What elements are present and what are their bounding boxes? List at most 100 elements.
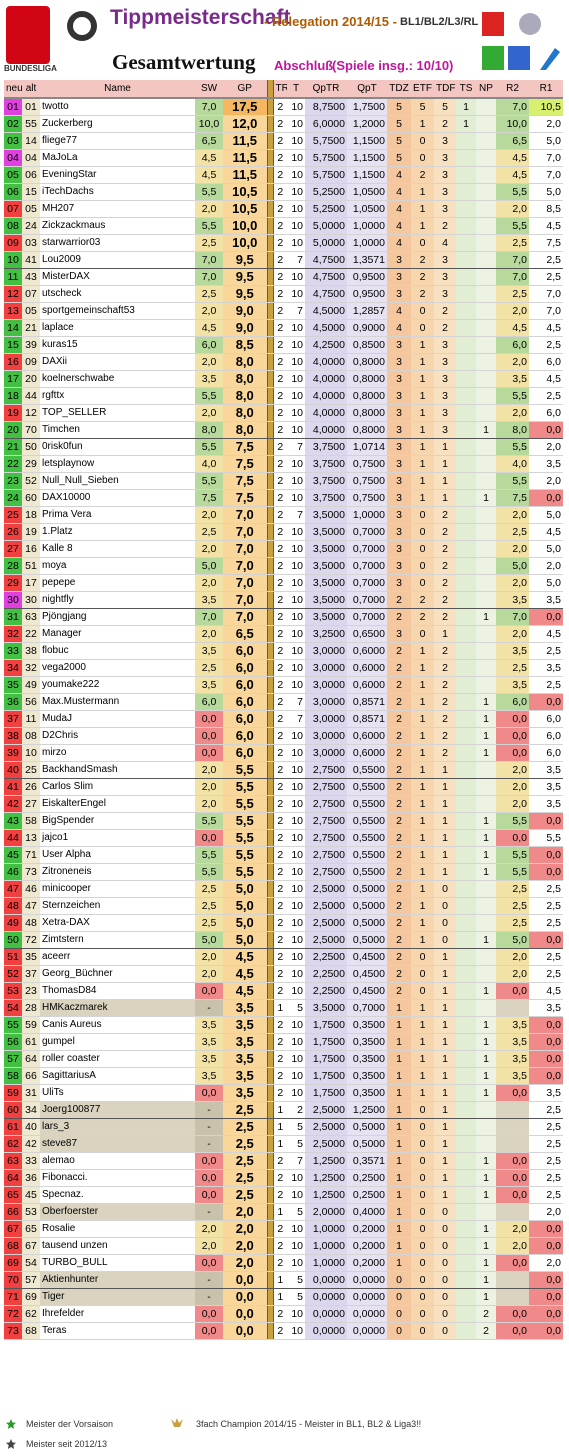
cell-neu: 64 [4,1169,22,1187]
team-icons [135,1033,195,1051]
cell-name: Georg_Büchner [40,965,135,983]
cell-alt: 59 [22,1016,40,1034]
cell-r2: 0,0 [496,982,529,1000]
team-icons [135,336,195,354]
cell-r2: 2,5 [496,659,529,677]
cell-neu: 33 [4,642,22,660]
cell-qpt: 0,7500 [347,472,387,490]
cell-gp: 6,5 [223,625,267,643]
separator [266,387,274,405]
cell-gp: 10,5 [223,183,267,201]
cell-ts [456,1288,476,1306]
table-row: 47 46 minicooper 2,5 5,0 2 10 2,5000 0,5000 2 1 0 2,… [4,880,563,898]
cell-np: 1 [476,710,496,728]
cell-r2: 5,5 [496,387,529,405]
cell-gp: 6,0 [223,744,267,762]
cell-sw: 0,0 [195,1152,223,1170]
cell-tdz: 2 [387,676,411,694]
cell-qpt: 0,8571 [347,710,387,728]
cell-name: fliege77 [40,132,135,150]
cell-r2: 3,5 [496,591,529,609]
cell-r1: 5,0 [529,132,563,150]
cell-tdf: 3 [434,166,456,184]
cell-np [476,115,496,133]
cell-gp: 7,0 [223,540,267,558]
cell-np: 1 [476,1254,496,1272]
cell-np [476,965,496,983]
cell-np [476,523,496,541]
cell-qptr: 2,7500 [305,812,347,830]
cell-r1: 0,0 [529,421,563,439]
cell-neu: 35 [4,676,22,694]
cell-name: twotto [40,98,135,116]
cell-etf: 1 [411,880,434,898]
table-row: 50 72 Zimtstern 5,0 5,0 2 10 2,5000 0,5000 2 1 0 1 5,… [4,931,563,949]
separator [266,1203,274,1221]
cell-tdf: 3 [434,200,456,218]
cell-neu: 03 [4,132,22,150]
cell-alt: 58 [22,812,40,830]
cell-qptr: 4,0000 [305,421,347,439]
cell-qptr: 1,7500 [305,1067,347,1085]
cell-tdz: 1 [387,1050,411,1068]
status: Abschluß [274,58,334,73]
table-row: 31 63 Pjöngjang 7,0 7,0 2 10 3,5000 0,7000 2 2 2 1 7,… [4,608,563,626]
cell-tdf: 2 [434,608,456,626]
cell-tdf: 1 [434,778,456,796]
cell-alt: 10 [22,744,40,762]
separator [266,540,274,558]
cell-sw: 5,5 [195,387,223,405]
cell-qpt: 0,5000 [347,1118,387,1136]
cell-r1: 2,5 [529,1135,563,1153]
cell-neu: 29 [4,574,22,592]
cell-np [476,251,496,269]
cell-alt: 26 [22,778,40,796]
cell-tr: 2 [273,217,287,235]
team-icons [135,387,195,405]
cell-sw: 0,0 [195,744,223,762]
cell-qptr: 0,0000 [305,1322,347,1340]
cell-gp: 3,5 [223,999,267,1017]
cell-qptr: 3,0000 [305,727,347,745]
cell-tdz: 2 [387,591,411,609]
cell-qpt: 0,6000 [347,642,387,660]
cell-r1: 0,0 [529,1322,563,1340]
cell-qpt: 0,3500 [347,1016,387,1034]
cell-etf: 0 [411,1237,434,1255]
cell-etf: 1 [411,863,434,881]
cell-etf: 1 [411,846,434,864]
cell-t: 10 [287,642,305,660]
cell-etf: 1 [411,914,434,932]
team-icons [135,931,195,949]
cell-tdz: 1 [387,1101,411,1119]
cell-np: 1 [476,1067,496,1085]
cell-np [476,387,496,405]
team-icons [135,1271,195,1289]
cell-etf: 0 [411,1322,434,1340]
cell-ts: 1 [456,98,476,116]
separator [266,319,274,337]
cell-r1: 0,0 [529,863,563,881]
cell-t: 10 [287,795,305,813]
cell-r1: 3,5 [529,999,563,1017]
cell-tr: 1 [273,1271,287,1289]
cell-alt: 29 [22,455,40,473]
cell-np [476,676,496,694]
cell-sw: 6,0 [195,336,223,354]
team-icons [135,591,195,609]
cell-tr: 2 [273,404,287,422]
separator [266,761,274,779]
cell-qptr: 2,2500 [305,948,347,966]
cell-ts [456,1067,476,1085]
cell-sw: 2,0 [195,353,223,371]
cell-sw: - [195,1288,223,1306]
cell-np: 2 [476,1322,496,1340]
cell-neu: 65 [4,1186,22,1204]
cell-tdf: 1 [434,965,456,983]
separator [266,931,274,949]
cell-tdz: 4 [387,302,411,320]
cell-gp: 9,5 [223,268,267,286]
cell-tdf: 1 [434,625,456,643]
cell-tdz: 5 [387,149,411,167]
